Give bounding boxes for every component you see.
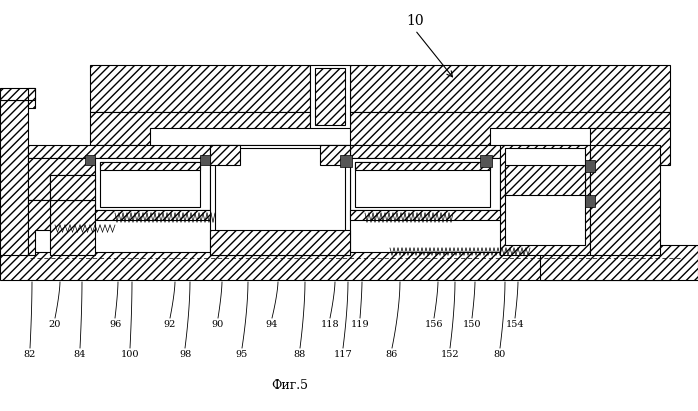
Polygon shape (480, 155, 492, 167)
Polygon shape (350, 210, 500, 220)
Text: 152: 152 (440, 350, 459, 359)
Text: 82: 82 (24, 350, 36, 359)
Text: 94: 94 (266, 320, 279, 329)
Polygon shape (90, 65, 310, 112)
Polygon shape (585, 160, 595, 172)
Polygon shape (590, 128, 670, 165)
Text: 96: 96 (109, 320, 121, 329)
Polygon shape (210, 230, 350, 255)
Polygon shape (95, 210, 210, 220)
Text: 117: 117 (334, 350, 352, 359)
Text: Фиг.5: Фиг.5 (272, 379, 309, 392)
Text: 90: 90 (212, 320, 224, 329)
Polygon shape (320, 145, 350, 165)
Polygon shape (350, 112, 670, 145)
Text: 10: 10 (406, 14, 424, 28)
Polygon shape (50, 200, 95, 255)
Polygon shape (585, 195, 595, 207)
Polygon shape (350, 65, 670, 112)
Polygon shape (310, 65, 350, 128)
Polygon shape (28, 88, 35, 100)
Text: 20: 20 (49, 320, 61, 329)
Polygon shape (28, 200, 50, 255)
Polygon shape (355, 162, 490, 170)
Polygon shape (95, 158, 210, 210)
Polygon shape (315, 68, 345, 125)
Polygon shape (355, 162, 490, 207)
Polygon shape (100, 162, 200, 170)
Polygon shape (350, 158, 500, 210)
Text: 118: 118 (320, 320, 339, 329)
Text: 154: 154 (505, 320, 524, 329)
Polygon shape (0, 100, 28, 255)
Polygon shape (28, 158, 95, 200)
Text: 156: 156 (425, 320, 443, 329)
Polygon shape (500, 145, 590, 255)
Text: 150: 150 (463, 320, 481, 329)
Polygon shape (90, 112, 310, 145)
Polygon shape (215, 148, 345, 252)
Text: 80: 80 (494, 350, 506, 359)
Polygon shape (85, 155, 95, 165)
Text: 92: 92 (164, 320, 176, 329)
Text: 119: 119 (350, 320, 369, 329)
Text: 100: 100 (121, 350, 139, 359)
Polygon shape (210, 145, 350, 255)
Text: 95: 95 (236, 350, 248, 359)
Text: 84: 84 (74, 350, 86, 359)
Polygon shape (200, 155, 210, 165)
Polygon shape (590, 145, 660, 255)
Polygon shape (0, 88, 35, 108)
Polygon shape (210, 145, 240, 165)
Polygon shape (100, 162, 200, 207)
Polygon shape (540, 245, 698, 280)
Polygon shape (50, 175, 95, 200)
Polygon shape (505, 165, 585, 195)
Polygon shape (0, 252, 670, 280)
Text: 88: 88 (294, 350, 306, 359)
Polygon shape (505, 148, 585, 245)
Polygon shape (28, 145, 590, 158)
Polygon shape (340, 155, 352, 167)
Text: 98: 98 (179, 350, 191, 359)
Text: 86: 86 (386, 350, 398, 359)
